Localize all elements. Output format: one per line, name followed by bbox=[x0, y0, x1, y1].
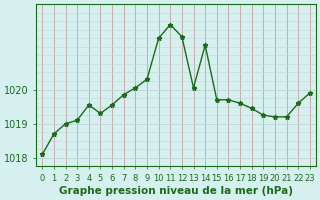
X-axis label: Graphe pression niveau de la mer (hPa): Graphe pression niveau de la mer (hPa) bbox=[59, 186, 293, 196]
